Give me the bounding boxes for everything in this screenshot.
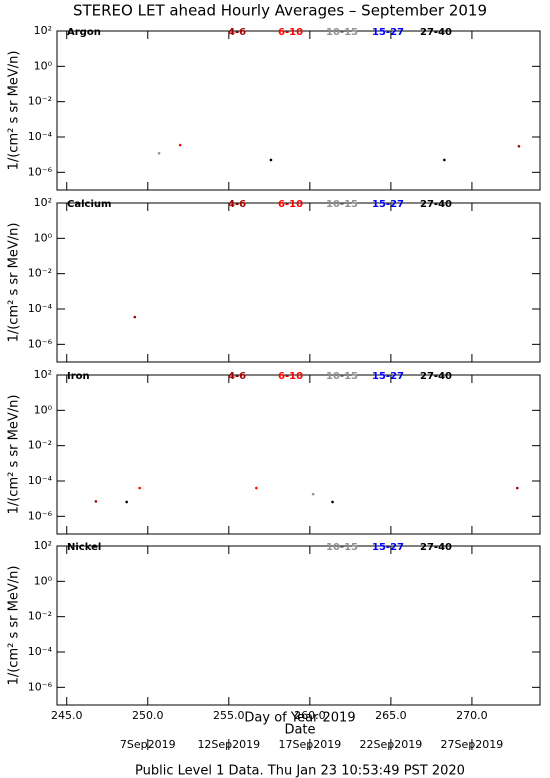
plot-frame bbox=[56, 374, 541, 535]
y-tick-label: 10⁻⁴ bbox=[28, 130, 53, 143]
data-point bbox=[94, 500, 98, 503]
y-tick-label: 10⁻⁴ bbox=[28, 474, 53, 487]
legend-label: 27-40 bbox=[420, 199, 452, 210]
data-point bbox=[443, 158, 446, 162]
panel-label: Nickel bbox=[67, 542, 101, 553]
y-tick-label: 10⁻⁴ bbox=[28, 302, 53, 315]
plot-frame bbox=[56, 202, 541, 363]
legend-label: 15-27 bbox=[372, 371, 404, 382]
date-tick-label: 27Sep2019 bbox=[441, 738, 504, 751]
legend-label: 15-27 bbox=[372, 27, 404, 38]
data-point bbox=[255, 486, 258, 490]
y-tick-label: 10⁻² bbox=[28, 610, 52, 623]
chart-title: STEREO LET ahead Hourly Averages – Septe… bbox=[73, 2, 487, 20]
data-point bbox=[311, 492, 315, 496]
data-point bbox=[331, 500, 334, 504]
legend-label: 27-40 bbox=[420, 27, 452, 38]
y-axis-label: 1/(cm² s sr MeV/n) bbox=[7, 51, 22, 171]
y-axis-label: 1/(cm² s sr MeV/n) bbox=[7, 395, 22, 515]
panel-label: Iron bbox=[67, 371, 90, 382]
panel-label: Argon bbox=[67, 27, 101, 38]
y-tick-label: 10⁰ bbox=[34, 231, 53, 244]
y-tick-label: 10² bbox=[34, 368, 52, 381]
y-tick-label: 10⁰ bbox=[34, 59, 53, 72]
date-tick-label: 7Sep2019 bbox=[120, 738, 176, 751]
y-tick-label: 10⁰ bbox=[34, 403, 53, 416]
data-point bbox=[178, 143, 182, 147]
y-axis-label: 1/(cm² s sr MeV/n) bbox=[7, 223, 22, 343]
legend-label: 27-40 bbox=[420, 371, 452, 382]
x-tick-label: 255.0 bbox=[213, 709, 245, 722]
plot-frame bbox=[56, 545, 541, 706]
y-tick-label: 10² bbox=[34, 196, 52, 209]
legend-label: 6-10 bbox=[278, 199, 303, 210]
x-axis-label: Day of Year 2019 bbox=[244, 711, 355, 726]
y-tick-label: 10⁻⁴ bbox=[28, 645, 53, 658]
y-axis-label: 1/(cm² s sr MeV/n) bbox=[7, 566, 22, 686]
legend-label: 4-6 bbox=[228, 371, 246, 382]
data-point bbox=[269, 158, 273, 162]
data-point bbox=[157, 151, 161, 155]
data-point bbox=[516, 486, 519, 490]
date-tick-label: 22Sep2019 bbox=[360, 738, 423, 751]
legend-label: 15-27 bbox=[372, 542, 404, 553]
data-point bbox=[138, 486, 141, 490]
legend-label: 10-15 bbox=[326, 371, 358, 382]
legend-label: 4-6 bbox=[228, 199, 246, 210]
legend-label: 4-6 bbox=[228, 27, 246, 38]
date-axis-label: Date bbox=[284, 723, 315, 738]
y-tick-label: 10⁻² bbox=[28, 267, 52, 280]
legend-label: 15-27 bbox=[372, 199, 404, 210]
y-tick-label: 10² bbox=[34, 539, 52, 552]
x-tick-label: 265.0 bbox=[375, 709, 407, 722]
legend-label: 27-40 bbox=[420, 542, 452, 553]
plot-frame bbox=[56, 30, 541, 191]
date-tick-label: 12Sep2019 bbox=[197, 738, 260, 751]
legend-label: 10-15 bbox=[326, 542, 358, 553]
x-tick-label: 270.0 bbox=[456, 709, 488, 722]
y-tick-label: 10² bbox=[34, 24, 52, 37]
y-tick-label: 10⁻⁶ bbox=[28, 680, 53, 693]
legend-label: 10-15 bbox=[326, 199, 358, 210]
x-tick-label: 250.0 bbox=[132, 709, 164, 722]
legend-label: 6-10 bbox=[278, 27, 303, 38]
y-tick-label: 10⁻² bbox=[28, 95, 52, 108]
y-tick-label: 10⁰ bbox=[34, 574, 53, 587]
date-tick-label: 17Sep2019 bbox=[278, 738, 341, 751]
data-point bbox=[133, 315, 137, 319]
panel-label: Calcium bbox=[67, 199, 111, 210]
legend-label: 10-15 bbox=[326, 27, 358, 38]
x-tick-label: 245.0 bbox=[51, 709, 83, 722]
y-tick-label: 10⁻⁶ bbox=[28, 165, 53, 178]
data-point bbox=[125, 500, 128, 504]
legend-label: 6-10 bbox=[278, 371, 303, 382]
y-tick-label: 10⁻⁶ bbox=[28, 337, 53, 350]
x-tick-label: 260.0 bbox=[294, 709, 326, 722]
y-tick-label: 10⁻⁶ bbox=[28, 509, 53, 522]
y-tick-label: 10⁻² bbox=[28, 439, 52, 452]
data-point bbox=[517, 144, 521, 148]
footer: Public Level 1 Data. Thu Jan 23 10:53:49… bbox=[135, 764, 465, 778]
